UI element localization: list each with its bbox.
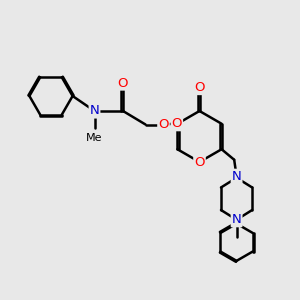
Text: O: O [118,76,128,90]
Text: O: O [172,117,182,130]
Text: O: O [194,81,205,94]
Text: N: N [232,213,242,226]
Text: O: O [158,118,169,131]
Text: N: N [90,104,99,118]
Text: O: O [194,156,205,169]
Text: Me: Me [86,133,103,142]
Text: N: N [232,170,242,183]
